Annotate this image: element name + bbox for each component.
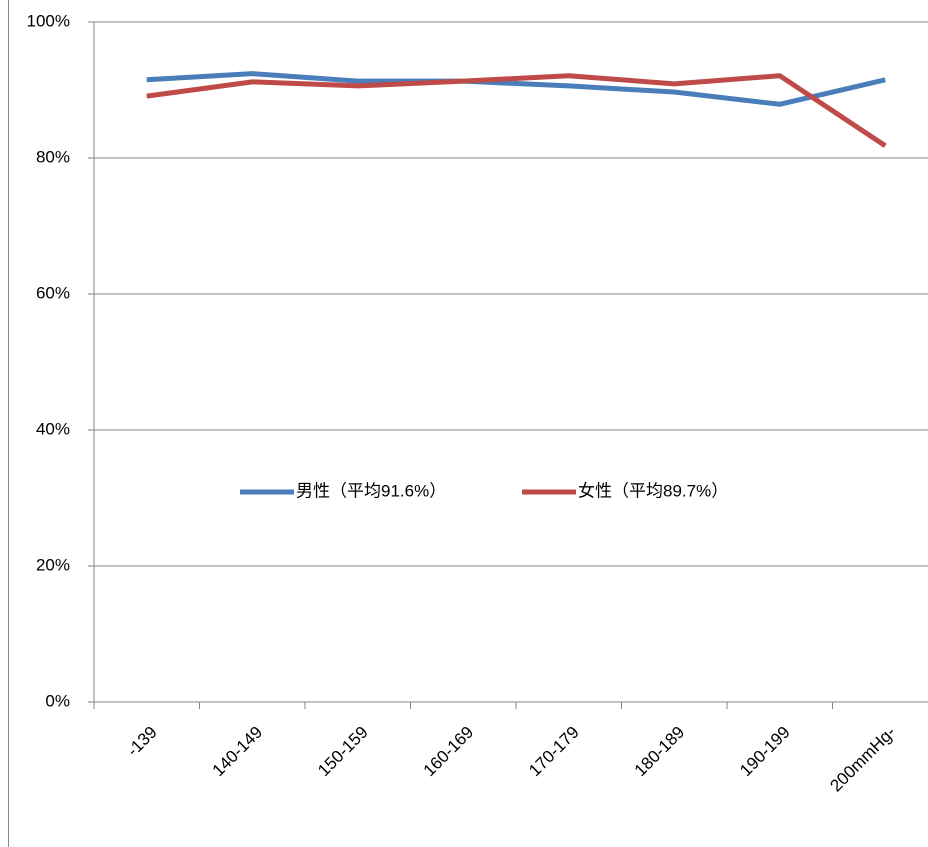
series-line xyxy=(146,71,886,107)
y-tick-label: 100% xyxy=(27,11,70,30)
y-tick-label: 60% xyxy=(36,283,70,302)
y-tick-label: 80% xyxy=(36,147,70,166)
series-line xyxy=(146,73,887,148)
x-tick-label: -139 xyxy=(123,723,160,760)
x-tick-label: 140-149 xyxy=(209,723,267,781)
y-tick-label: 20% xyxy=(36,555,70,574)
y-tick-label: 40% xyxy=(36,419,70,438)
legend-label: 女性（平均89.7%） xyxy=(578,481,728,500)
x-tick-label: 200mmHg- xyxy=(826,723,899,796)
x-tick-label: 150-159 xyxy=(314,723,372,781)
y-tick-label: 0% xyxy=(45,691,70,710)
x-tick-label: 160-169 xyxy=(420,723,478,781)
legend-label: 男性（平均91.6%） xyxy=(296,481,446,500)
x-tick-label: 190-199 xyxy=(736,723,794,781)
x-tick-label: 170-179 xyxy=(525,723,583,781)
x-tick-label: 180-189 xyxy=(631,723,689,781)
